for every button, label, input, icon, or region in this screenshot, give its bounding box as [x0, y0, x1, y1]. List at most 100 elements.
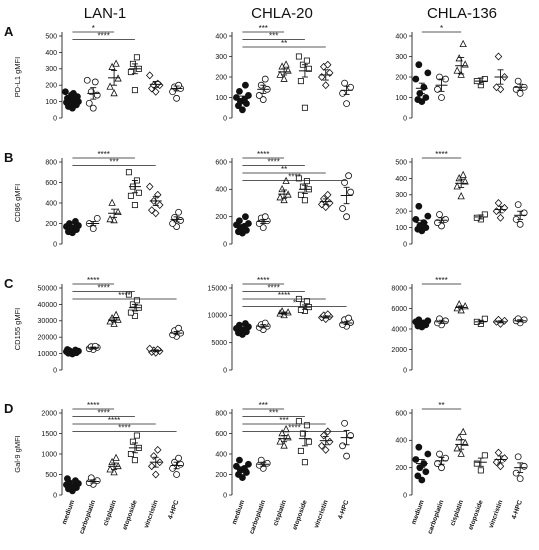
- y-tick-label: 200: [395, 465, 407, 472]
- data-point: [339, 205, 346, 212]
- data-point: [282, 60, 290, 68]
- data-point: [415, 443, 423, 451]
- y-tick-label: 10000: [38, 351, 58, 358]
- data-point: [110, 89, 118, 97]
- y-tick-label: 500: [395, 159, 407, 166]
- y-tick-label: 400: [215, 33, 227, 40]
- significance-label: *: [293, 298, 296, 307]
- data-point: [173, 471, 180, 478]
- x-category-label: vincristin: [313, 499, 330, 529]
- y-tick-label: 200: [395, 209, 407, 216]
- data-point: [422, 94, 430, 101]
- data-point: [461, 177, 469, 185]
- data-point: [125, 291, 132, 298]
- data-point: [455, 300, 463, 308]
- data-point: [343, 100, 350, 108]
- data-point: [261, 213, 269, 221]
- data-point: [481, 452, 488, 459]
- data-point: [500, 203, 509, 212]
- data-point: [492, 83, 501, 92]
- data-point: [457, 449, 465, 457]
- x-category-label: vincristin: [488, 499, 505, 529]
- y-tick-label: 1500: [41, 431, 57, 438]
- data-point: [473, 460, 480, 467]
- y-tick-label: 200: [45, 221, 57, 228]
- data-point: [108, 198, 116, 206]
- significance-label: ****: [108, 416, 120, 425]
- data-point: [301, 459, 308, 466]
- y-tick-label: 20000: [38, 335, 58, 342]
- significance-label: ****: [267, 157, 279, 166]
- data-point: [242, 81, 249, 89]
- data-point: [326, 437, 334, 446]
- data-point: [453, 444, 461, 452]
- y-tick-label: 300: [395, 192, 407, 199]
- data-point: [93, 214, 101, 222]
- panel-2-2: 0 2000 4000 6000 8000 ****: [391, 276, 528, 374]
- data-point: [520, 462, 528, 470]
- y-tick-label: 0: [403, 492, 407, 499]
- data-point: [414, 472, 422, 480]
- data-point: [438, 94, 445, 101]
- data-point: [459, 427, 467, 435]
- data-point: [436, 211, 443, 218]
- data-point: [127, 192, 134, 199]
- data-point: [259, 224, 267, 232]
- data-point: [436, 73, 443, 81]
- significance-label: **: [281, 39, 287, 48]
- data-point: [322, 445, 330, 454]
- y-tick-label: 300: [215, 54, 227, 61]
- data-point: [127, 69, 134, 76]
- data-point: [148, 206, 156, 215]
- y-tick-label: 500: [45, 33, 57, 40]
- significance-label: ****: [257, 150, 269, 159]
- x-category-label: carboplatin: [248, 499, 267, 535]
- data-point: [64, 346, 71, 353]
- data-point: [492, 207, 501, 216]
- significance-label: ****: [97, 150, 109, 159]
- y-tick-label: 4000: [391, 326, 407, 333]
- data-point: [127, 450, 134, 457]
- y-tick-label: 40000: [38, 302, 58, 309]
- y-tick-label: 30000: [38, 318, 58, 325]
- data-point: [442, 454, 449, 462]
- y-axis-label: PD-L1 gMFI: [13, 57, 22, 97]
- data-point: [72, 218, 79, 225]
- data-point: [442, 215, 449, 223]
- x-category-label: etoposide: [467, 499, 484, 531]
- data-point: [516, 475, 524, 483]
- data-point: [152, 87, 160, 96]
- column-title-chla136: CHLA-136: [427, 5, 497, 22]
- data-point: [177, 217, 184, 224]
- data-point: [424, 69, 432, 77]
- data-point: [424, 212, 432, 220]
- y-tick-label: 2000: [391, 347, 407, 354]
- data-point: [133, 297, 140, 304]
- y-tick-label: 0: [403, 115, 407, 122]
- data-point: [261, 75, 269, 83]
- x-category-label: vincristin: [143, 499, 160, 529]
- y-tick-label: 100: [45, 99, 57, 106]
- x-category-label: cisplatin: [449, 499, 465, 527]
- x-category-label: medium: [61, 499, 76, 525]
- y-tick-label: 2000: [41, 410, 57, 417]
- data-point: [324, 60, 332, 69]
- significance-label: **: [438, 401, 444, 410]
- y-tick-label: 15000: [208, 285, 228, 292]
- data-point: [154, 445, 162, 454]
- data-point: [415, 61, 423, 69]
- data-point: [171, 213, 178, 221]
- data-point: [133, 432, 140, 439]
- data-point: [339, 442, 346, 450]
- data-point: [481, 76, 488, 83]
- y-tick-label: 400: [395, 33, 407, 40]
- data-point: [64, 475, 71, 483]
- y-tick-label: 300: [45, 66, 57, 73]
- data-point: [133, 54, 140, 61]
- data-point: [453, 182, 461, 190]
- y-tick-label: 600: [215, 159, 227, 166]
- y-tick-label: 1000: [41, 451, 57, 458]
- y-tick-label: 8000: [391, 285, 407, 292]
